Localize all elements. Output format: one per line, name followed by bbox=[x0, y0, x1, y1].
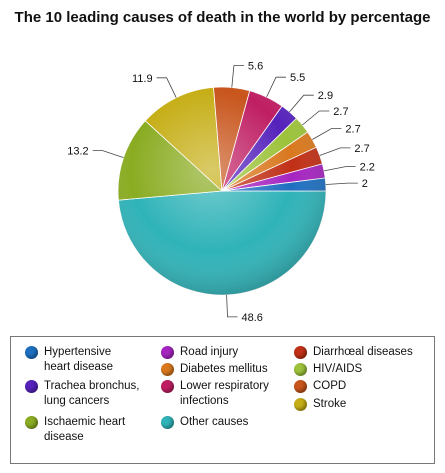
legend-swatch bbox=[294, 346, 307, 359]
leader-line bbox=[231, 65, 244, 88]
legend-item: Diarrhœal diseases bbox=[294, 345, 413, 360]
leader-line bbox=[226, 294, 238, 318]
legend-item: Trachea bronchus, lung cancers bbox=[25, 379, 139, 409]
slice-value-label: 2.7 bbox=[354, 143, 369, 155]
slice-value-label: 2.2 bbox=[360, 162, 375, 174]
legend-swatch bbox=[161, 346, 174, 359]
leader-line bbox=[302, 110, 330, 126]
legend-swatch bbox=[294, 398, 307, 411]
leader-line bbox=[312, 128, 342, 140]
legend-swatch bbox=[161, 416, 174, 429]
pie-slices bbox=[117, 86, 327, 296]
slice-value-label: 48.6 bbox=[242, 312, 263, 324]
leader-line bbox=[323, 166, 356, 172]
legend-swatch bbox=[161, 363, 174, 376]
leader-line bbox=[319, 147, 351, 156]
legend-label: COPD bbox=[313, 380, 347, 392]
legend-swatch bbox=[294, 380, 307, 393]
slice-value-label: 13.2 bbox=[67, 146, 88, 158]
slice-value-label: 5.6 bbox=[248, 61, 263, 73]
legend-label: Other causes bbox=[180, 416, 249, 428]
slice-value-label: 2.9 bbox=[318, 90, 333, 102]
legend-item: HIV/AIDS bbox=[294, 362, 362, 377]
legend-label: HIV/AIDS bbox=[313, 363, 363, 375]
legend-swatch bbox=[25, 416, 38, 429]
legend-label: Diabetes mellitus bbox=[180, 363, 268, 375]
legend-item: Lower respiratory infections bbox=[161, 379, 269, 409]
legend-item: Stroke bbox=[294, 397, 346, 412]
leader-line bbox=[325, 182, 358, 185]
pie-slice-other-causes bbox=[117, 190, 327, 296]
legend-label: Stroke bbox=[313, 398, 347, 410]
legend-label: Trachea bronchus, lung cancers bbox=[44, 380, 140, 407]
legend-item: Hypertensive heart disease bbox=[25, 345, 113, 375]
slice-value-label: 2.7 bbox=[333, 106, 348, 118]
slice-value-label: 11.9 bbox=[132, 73, 153, 85]
legend-item: Diabetes mellitus bbox=[161, 362, 268, 377]
legend-swatch bbox=[25, 346, 38, 359]
leader-line bbox=[156, 77, 177, 98]
pie-chart: 48.613.211.95.65.52.92.72.72.72.22 bbox=[67, 61, 375, 324]
leader-line bbox=[266, 76, 286, 98]
leader-line bbox=[92, 150, 124, 158]
legend-label: Road injury bbox=[180, 346, 239, 358]
legend-item: Other causes bbox=[161, 415, 248, 430]
legend-item: Road injury bbox=[161, 345, 238, 360]
legend-label: Ischaemic heart disease bbox=[44, 416, 126, 443]
legend-swatch bbox=[25, 380, 38, 393]
legend-swatch bbox=[294, 363, 307, 376]
legend: Hypertensive heart disease Trachea bronch… bbox=[10, 336, 435, 464]
leader-line bbox=[289, 94, 314, 113]
legend-label: Lower respiratory infections bbox=[180, 380, 269, 407]
slice-value-label: 2 bbox=[362, 178, 368, 190]
slice-value-label: 2.7 bbox=[345, 124, 360, 136]
legend-item: COPD bbox=[294, 379, 346, 394]
legend-label: Diarrhœal diseases bbox=[313, 346, 413, 358]
chart-title: The 10 leading causes of death in the wo… bbox=[14, 9, 431, 26]
legend-item: Ischaemic heart disease bbox=[25, 415, 125, 445]
slice-labels: 48.613.211.95.65.52.92.72.72.72.22 bbox=[67, 61, 375, 324]
legend-label: Hypertensive heart disease bbox=[44, 346, 114, 373]
legend-swatch bbox=[161, 380, 174, 393]
slice-value-label: 5.5 bbox=[290, 72, 305, 84]
